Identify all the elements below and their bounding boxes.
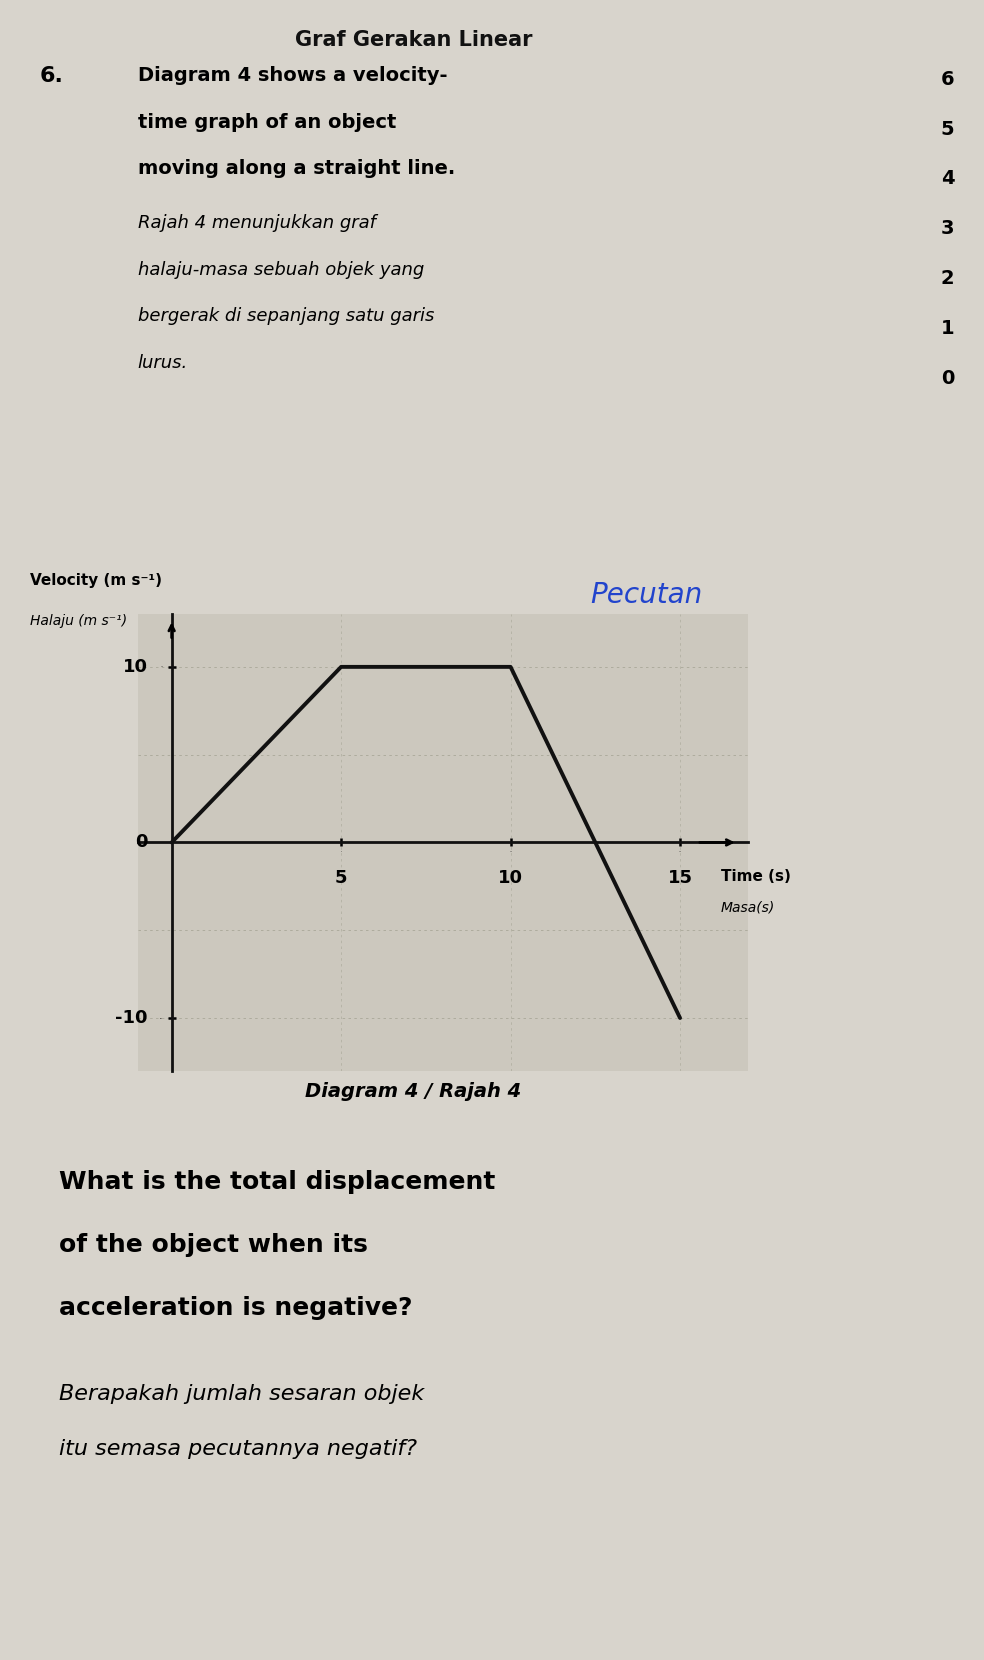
Text: lurus.: lurus.: [138, 354, 188, 372]
Text: 4: 4: [941, 169, 954, 188]
Text: Graf Gerakan Linear: Graf Gerakan Linear: [294, 30, 532, 50]
Text: Time (s): Time (s): [720, 868, 790, 883]
Text: Velocity (m s⁻¹): Velocity (m s⁻¹): [30, 573, 161, 588]
Text: time graph of an object: time graph of an object: [138, 113, 397, 131]
Text: 6.: 6.: [39, 66, 63, 86]
Text: Halaju (m s⁻¹): Halaju (m s⁻¹): [30, 614, 127, 627]
Text: 6: 6: [941, 70, 954, 88]
Text: of the object when its: of the object when its: [59, 1233, 368, 1257]
Text: 10: 10: [498, 868, 523, 886]
Text: Masa(s): Masa(s): [720, 900, 775, 915]
Text: itu semasa pecutannya negatif?: itu semasa pecutannya negatif?: [59, 1439, 417, 1459]
Text: 0: 0: [941, 369, 954, 387]
Text: 3: 3: [941, 219, 954, 237]
Text: Diagram 4 shows a velocity-: Diagram 4 shows a velocity-: [138, 66, 448, 85]
Text: Diagram 4 / Rajah 4: Diagram 4 / Rajah 4: [305, 1082, 522, 1101]
Text: 1: 1: [941, 319, 954, 337]
Text: -10: -10: [115, 1009, 148, 1028]
Text: 5: 5: [941, 120, 954, 138]
Text: 15: 15: [667, 868, 693, 886]
Text: What is the total displacement: What is the total displacement: [59, 1170, 495, 1194]
Text: halaju-masa sebuah objek yang: halaju-masa sebuah objek yang: [138, 261, 424, 279]
Text: acceleration is negative?: acceleration is negative?: [59, 1296, 412, 1320]
Text: Pecutan: Pecutan: [590, 581, 703, 609]
Text: 10: 10: [123, 657, 148, 676]
Text: moving along a straight line.: moving along a straight line.: [138, 159, 455, 178]
Text: bergerak di sepanjang satu garis: bergerak di sepanjang satu garis: [138, 307, 434, 325]
Text: 0: 0: [136, 833, 148, 852]
Text: 5: 5: [335, 868, 347, 886]
Text: Rajah 4 menunjukkan graf: Rajah 4 menunjukkan graf: [138, 214, 376, 232]
Text: 2: 2: [941, 269, 954, 287]
Text: Berapakah jumlah sesaran objek: Berapakah jumlah sesaran objek: [59, 1384, 424, 1404]
